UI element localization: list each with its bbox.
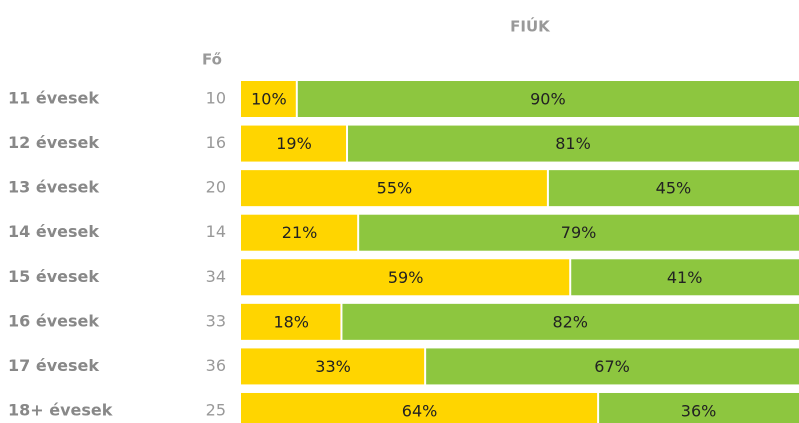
value-label: 55% <box>377 179 413 198</box>
category-label: 15 évesek <box>8 267 99 286</box>
count-label: 10 <box>206 89 226 108</box>
value-label: 81% <box>555 134 591 153</box>
category-label: 18+ évesek <box>8 400 113 419</box>
bar-segment <box>359 214 799 251</box>
value-label: 64% <box>402 401 438 420</box>
value-label: 21% <box>282 223 318 242</box>
bar-segment <box>348 125 799 162</box>
bar-segment <box>599 392 799 423</box>
bar-segment <box>426 348 799 385</box>
value-label: 41% <box>667 268 703 287</box>
value-label: 45% <box>656 179 692 198</box>
count-label: 16 <box>206 133 226 152</box>
count-label: 14 <box>206 222 226 241</box>
bar-segment <box>241 348 425 385</box>
category-label: 13 évesek <box>8 178 99 197</box>
count-label: 20 <box>206 178 226 197</box>
category-label: 14 évesek <box>8 222 99 241</box>
value-label: 79% <box>561 223 597 242</box>
value-label: 82% <box>552 312 588 331</box>
bar-segment <box>342 303 799 340</box>
category-label: 12 évesek <box>8 133 99 152</box>
value-label: 67% <box>594 357 630 376</box>
category-label: 17 évesek <box>8 356 99 375</box>
value-label: 36% <box>681 401 717 420</box>
count-header: Fő <box>202 51 222 69</box>
category-label: 16 évesek <box>8 311 99 330</box>
value-label: 18% <box>273 312 309 331</box>
value-label: 90% <box>530 90 566 109</box>
bar-segment <box>548 170 799 207</box>
bar-segment <box>241 259 570 296</box>
chart-title: FIÚK <box>510 17 551 36</box>
bar-segment <box>571 259 799 296</box>
category-label: 11 évesek <box>8 89 99 108</box>
count-label: 34 <box>206 267 226 286</box>
bar-segment <box>241 303 341 340</box>
value-label: 10% <box>251 90 287 109</box>
value-label: 59% <box>388 268 424 287</box>
bar-segment <box>241 170 547 207</box>
bar-segment <box>241 392 598 423</box>
bar-segment <box>241 125 347 162</box>
count-label: 25 <box>206 400 226 419</box>
bar-segment <box>241 81 296 117</box>
count-label: 33 <box>206 311 226 330</box>
count-label: 36 <box>206 356 226 375</box>
bar-segment <box>297 81 799 117</box>
value-label: 33% <box>315 357 351 376</box>
bar-segment <box>241 214 358 251</box>
value-label: 19% <box>276 134 312 153</box>
